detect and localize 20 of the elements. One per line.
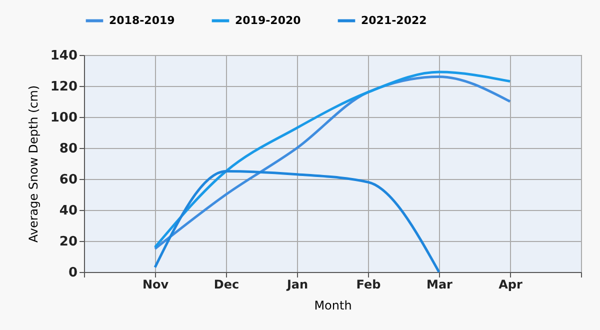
legend-label: 2018-2019 [109, 14, 175, 27]
y-tick-label: 80 [59, 142, 78, 156]
x-tick-label: Apr [498, 278, 522, 292]
y-tick-label: 0 [68, 266, 78, 280]
legend-label: 2019-2020 [235, 14, 302, 27]
x-tick-label: Mar [426, 278, 453, 292]
x-tick-label: Nov [142, 278, 169, 292]
x-tick-label: Jan [286, 278, 308, 292]
line-series [154, 170, 440, 274]
x-axis-title: Month [314, 298, 352, 312]
y-tick-label: 20 [59, 234, 78, 250]
legend-label: 2021-2022 [361, 14, 427, 27]
y-tick-label: 60 [59, 172, 78, 188]
y-tick-label: 40 [59, 204, 78, 218]
y-tick-label: 120 [50, 80, 78, 94]
x-tick-label: Dec [214, 278, 240, 292]
x-tick-label: Feb [356, 278, 382, 292]
y-axis-title: Average Snow Depth (cm) [26, 85, 40, 243]
y-tick-label: 100 [50, 110, 78, 126]
y-tick-label: 140 [50, 48, 78, 64]
